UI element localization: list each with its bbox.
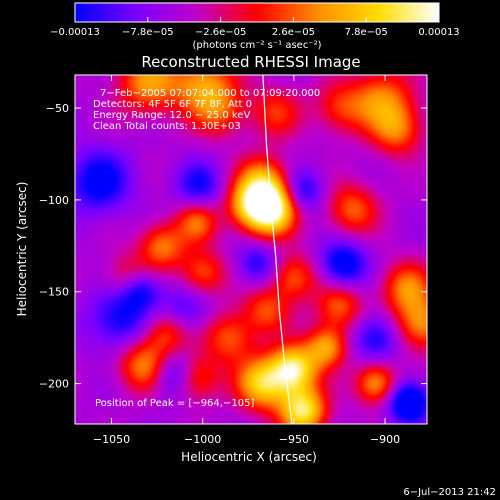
colorbar-units: (photons cm⁻² s⁻¹ asec⁻²) [192,40,321,51]
colorbar-tick-label: 2.6e−05 [272,27,315,38]
info-line: 7−Feb−2005 07:07:04.000 to 07:09:20.000 [100,88,320,99]
info-line: Clean Total counts: 1.30E+03 [93,121,241,132]
plot-area: −1050 −1000 −950 −900 −50 −100 −150 −200 [39,74,428,446]
colorbar: −0.00013 −7.8e−05 −2.6e−05 2.6e−05 7.8e−05 0.… [50,2,460,51]
info-line: Detectors: 4F 5F 6F 7F 8F, Att 0 [93,99,252,110]
observation-info: 7−Feb−2005 07:07:04.000 to 07:09:20.000D… [93,88,320,132]
x-tick-label: −1000 [184,433,221,446]
colorbar-tick-label: −0.00013 [50,27,100,38]
y-tick-label: −100 [39,194,69,207]
heatmap-image [75,75,427,424]
colorbar-gradient [74,2,440,23]
chart-title: Reconstructed RHESSI Image [141,53,360,71]
y-tick-label: −150 [39,286,69,299]
x-axis-ticks: −1050 −1000 −950 −900 [93,75,400,446]
y-axis-label: Heliocentric Y (arcsec) [15,182,29,317]
y-tick-label: −50 [46,102,69,115]
colorbar-tick-label: −2.6e−05 [195,27,247,38]
x-tick-label: −900 [370,433,400,446]
x-tick-label: −1050 [93,433,130,446]
peak-position-label: Position of Peak = [−964,−105] [95,398,254,409]
colorbar-tick-label: 7.8e−05 [345,27,388,38]
plot-frame [74,74,428,425]
colorbar-ticks: −0.00013 −7.8e−05 −2.6e−05 2.6e−05 7.8e−05 0.… [50,17,460,38]
solar-limb-curve [262,75,293,424]
colorbar-tick-label: −7.8e−05 [122,27,174,38]
x-axis-label: Heliocentric X (arcsec) [181,450,317,464]
info-line: Energy Range: 12.0 − 25.0 keV [93,110,250,121]
timestamp: 6−Jul−2013 21:42 [403,487,496,498]
colorbar-tick-label: 0.00013 [418,27,459,38]
x-tick-label: −950 [279,433,309,446]
y-tick-label: −200 [39,378,69,391]
y-axis-ticks: −50 −100 −150 −200 [39,102,427,391]
